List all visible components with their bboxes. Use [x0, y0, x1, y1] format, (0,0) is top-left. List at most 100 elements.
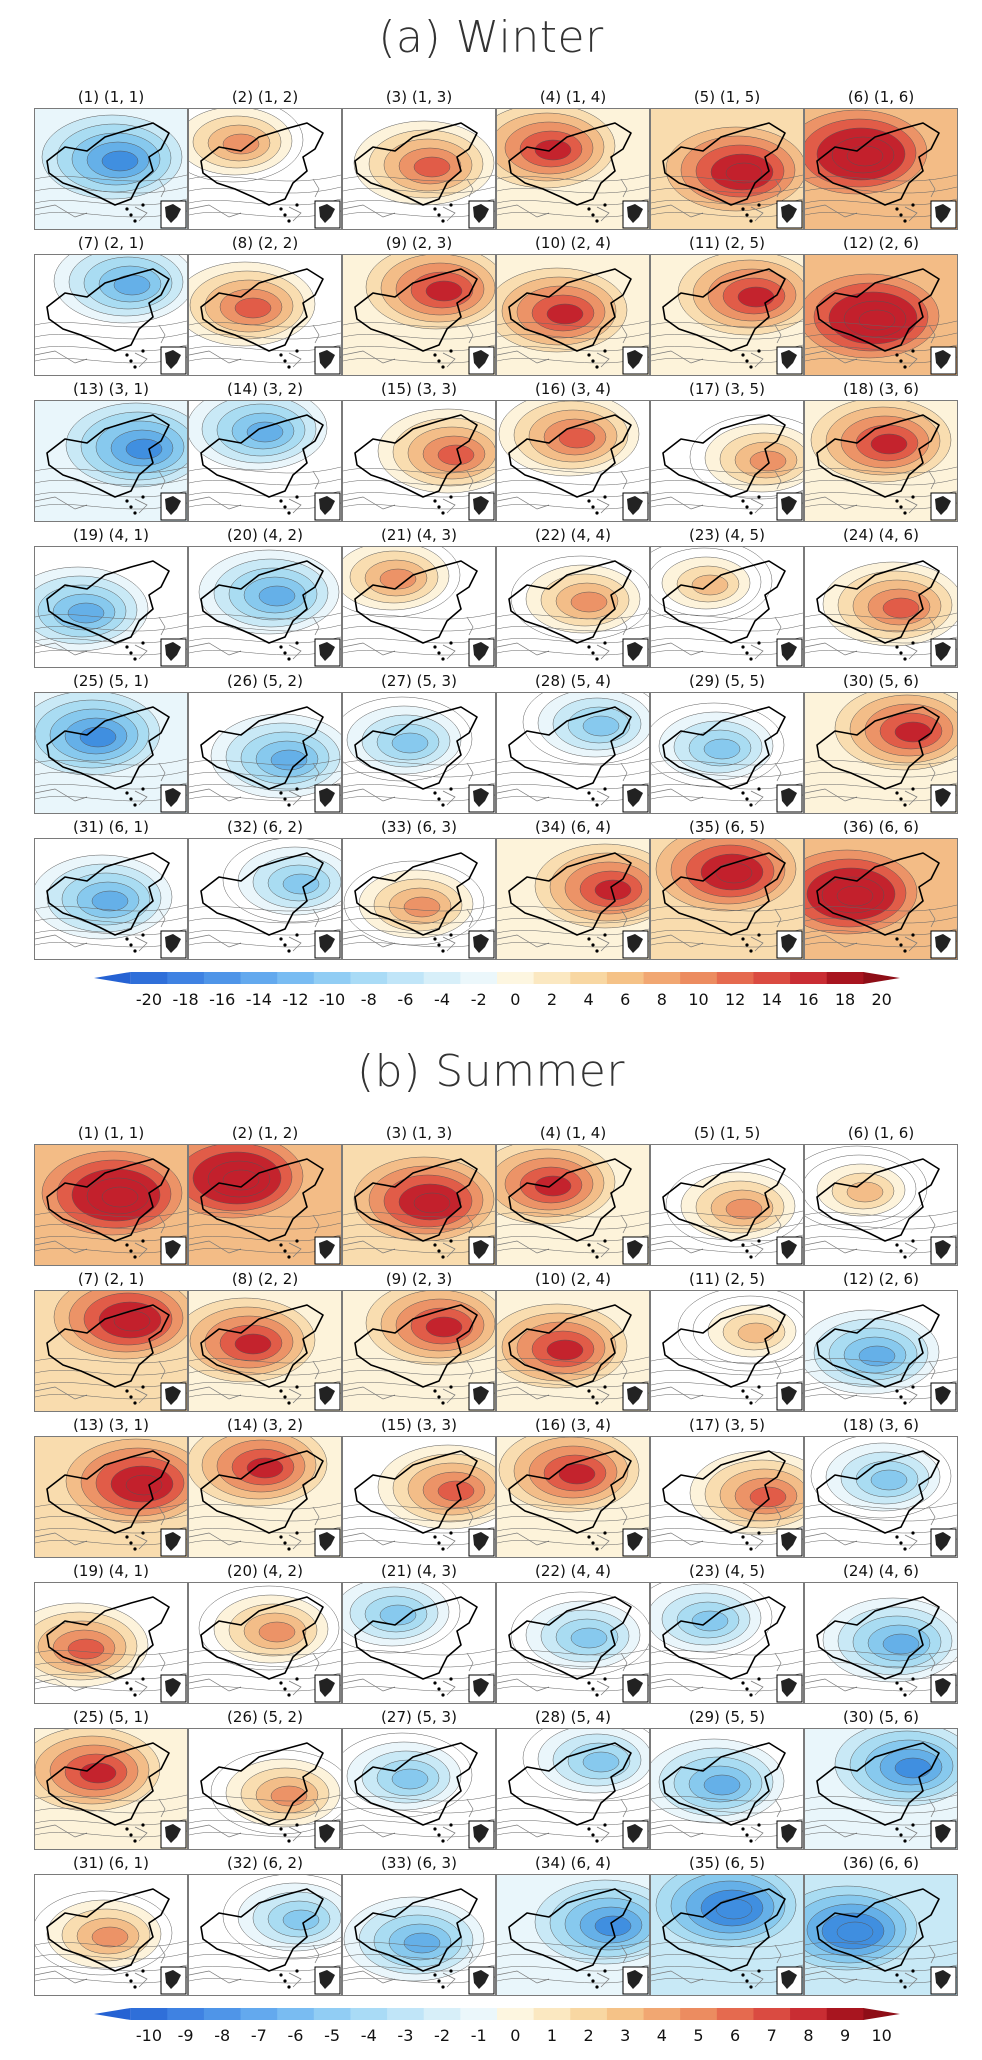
summer-panel-label: (8) (2, 2): [231, 1270, 299, 1288]
winter-panel-label: (15) (3, 3): [381, 380, 457, 398]
winter-colorbar-swatch: [167, 972, 205, 984]
summer-map-panel: [34, 1290, 188, 1412]
summer-colorbar-label: 6: [730, 2026, 741, 2045]
summer-panel-label: (21) (4, 3): [381, 1562, 457, 1580]
winter-panel-label: (30) (5, 6): [843, 672, 919, 690]
winter-map-panel: [496, 692, 650, 814]
summer-panel-label: (32) (6, 2): [227, 1854, 303, 1872]
summer-colorbar-label: 8: [803, 2026, 814, 2045]
summer-colorbar-label: 9: [839, 2026, 851, 2045]
winter-map-panel: [496, 400, 650, 522]
winter-panel-label: (13) (3, 1): [73, 380, 149, 398]
summer-colorbar-swatch: [680, 2008, 718, 2020]
winter-colorbar-label: -12: [282, 990, 309, 1009]
winter-map-panel: [34, 108, 188, 230]
summer-colorbar-label: -8: [214, 2026, 231, 2045]
winter-panel-label: (2) (1, 2): [231, 88, 299, 106]
summer-map-panel: [342, 1582, 496, 1704]
summer-panel-label: (24) (4, 6): [843, 1562, 919, 1580]
winter-map-panel: [188, 692, 342, 814]
winter-map-panel: [188, 108, 342, 230]
winter-map-panel: [34, 546, 188, 668]
summer-colorbar-swatch: [716, 2008, 754, 2020]
summer-colorbar-swatch: [167, 2008, 205, 2020]
winter-colorbar-label: -8: [360, 990, 377, 1009]
winter-map-panel: [34, 838, 188, 960]
winter-panel-label: (28) (5, 4): [535, 672, 611, 690]
summer-map-panel: [496, 1290, 650, 1412]
winter-map-panel: [804, 692, 958, 814]
winter-colorbar-label: -4: [434, 990, 451, 1009]
summer-colorbar-swatch: [497, 2008, 535, 2020]
summer-panel-label: (28) (5, 4): [535, 1708, 611, 1726]
summer-map-panel: [804, 1290, 958, 1412]
winter-colorbar-label: 18: [834, 990, 856, 1009]
winter-title: (a) Winter: [378, 12, 604, 63]
winter-colorbar-label: -2: [470, 990, 487, 1009]
winter-colorbar-label: 14: [761, 990, 782, 1009]
summer-map-panel: [650, 1874, 804, 1996]
winter-colorbar-label: 6: [620, 990, 631, 1009]
winter-colorbar-label: -20: [135, 990, 163, 1009]
summer-colorbar: -10 -9 -8 -7 -6 -5 -4 -3 -2 -1 0 1 2 3 4 5 6 7 8 9 10: [94, 2008, 900, 2054]
summer-colorbar-label: 10: [871, 2026, 892, 2045]
summer-colorbar-swatch: [313, 2008, 351, 2020]
summer-map-panel: [650, 1728, 804, 1850]
summer-colorbar-swatch: [387, 2008, 425, 2020]
summer-panel-label: (13) (3, 1): [73, 1416, 149, 1434]
winter-panel-label: (24) (4, 6): [843, 526, 919, 544]
summer-panel-label: (4) (1, 4): [539, 1124, 607, 1142]
summer-colorbar-bar: [94, 2008, 900, 2020]
winter-map-panel: [650, 108, 804, 230]
summer-map-panel: [496, 1582, 650, 1704]
summer-panel-label: (29) (5, 5): [689, 1708, 765, 1726]
winter-colorbar-swatch: [753, 972, 791, 984]
winter-colorbar-label: 10: [688, 990, 709, 1009]
winter-panel-label: (22) (4, 4): [535, 526, 611, 544]
summer-title: (b) Summer: [357, 1046, 625, 1097]
summer-map-panel: [496, 1144, 650, 1266]
winter-map-panel: [804, 400, 958, 522]
winter-panel-label: (21) (4, 3): [381, 526, 457, 544]
winter-colorbar-bar: [94, 972, 900, 984]
summer-panel-label: (31) (6, 1): [73, 1854, 149, 1872]
summer-map-panel: [188, 1144, 342, 1266]
winter-colorbar-label: 12: [724, 990, 746, 1009]
summer-map-panel: [342, 1874, 496, 1996]
summer-panel-label: (15) (3, 3): [381, 1416, 457, 1434]
summer-colorbar-label: -9: [177, 2026, 194, 2045]
winter-panel-label: (9) (2, 3): [385, 234, 453, 252]
summer-panel-label: (18) (3, 6): [843, 1416, 919, 1434]
summer-panel-grid: (1) (1, 1) (2) (1, 2) (3) (1, 3) (4) (1, 4)…: [34, 1124, 958, 2024]
summer-colorbar-label: 3: [620, 2026, 631, 2045]
winter-colorbar-label: -16: [209, 990, 236, 1009]
summer-colorbar-label: -6: [287, 2026, 304, 2045]
summer-colorbar-label: -2: [434, 2026, 451, 2045]
winter-panel-label: (36) (6, 6): [843, 818, 919, 836]
winter-panel-label: (6) (1, 6): [847, 88, 915, 106]
winter-colorbar-label: 8: [656, 990, 667, 1009]
winter-map-panel: [342, 108, 496, 230]
summer-panel-label: (36) (6, 6): [843, 1854, 919, 1872]
winter-panel-label: (19) (4, 1): [73, 526, 149, 544]
winter-colorbar-swatch: [680, 972, 718, 984]
winter-map-panel: [188, 546, 342, 668]
winter-map-panel: [804, 108, 958, 230]
summer-panel-label: (6) (1, 6): [847, 1124, 915, 1142]
summer-colorbar-swatch: [643, 2008, 681, 2020]
winter-colorbar-swatch: [606, 972, 645, 984]
winter-map-panel: [342, 254, 496, 376]
winter-map-panel: [650, 838, 804, 960]
winter-map-panel: [804, 838, 958, 960]
summer-colorbar-swatch: [606, 2008, 645, 2020]
winter-panel-label: (18) (3, 6): [843, 380, 919, 398]
winter-map-panel: [342, 546, 496, 668]
winter-map-panel: [650, 254, 804, 376]
winter-map-panel: [496, 546, 650, 668]
winter-panel-label: (7) (2, 1): [77, 234, 145, 252]
winter-panel-label: (12) (2, 6): [843, 234, 919, 252]
winter-colorbar-swatch: [460, 972, 498, 984]
summer-panel-label: (7) (2, 1): [77, 1270, 145, 1288]
winter-colorbar-swatch: [423, 972, 461, 984]
summer-map-panel: [650, 1436, 804, 1558]
